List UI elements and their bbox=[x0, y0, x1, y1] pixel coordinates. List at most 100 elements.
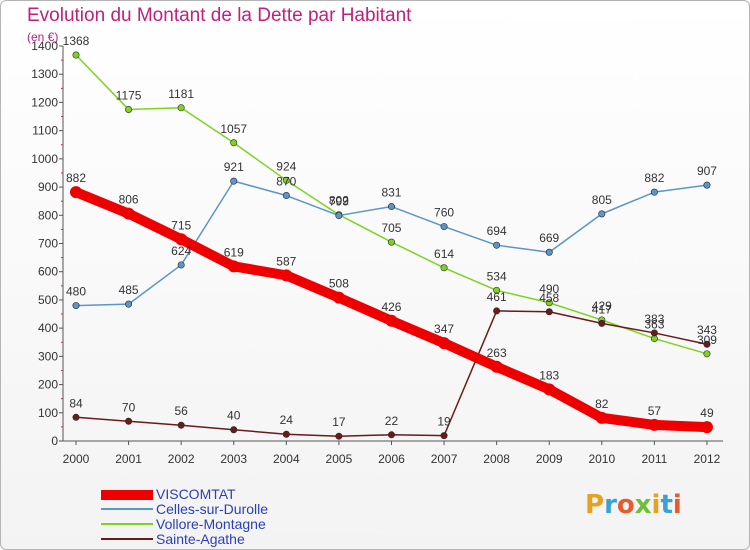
data-point bbox=[125, 417, 133, 425]
data-label: 56 bbox=[174, 404, 188, 418]
y-tick-label: 200 bbox=[38, 378, 58, 392]
data-point bbox=[230, 426, 238, 434]
data-label: 1057 bbox=[220, 122, 247, 136]
data-point bbox=[598, 319, 606, 327]
x-tick-label: 2000 bbox=[63, 452, 90, 466]
y-tick-label: 1300 bbox=[31, 67, 58, 81]
data-point bbox=[125, 105, 133, 113]
proxiti-logo: Proxiti bbox=[585, 490, 682, 520]
data-label: 614 bbox=[434, 247, 454, 261]
data-point bbox=[703, 350, 711, 358]
x-tick-label: 2004 bbox=[273, 452, 300, 466]
data-point bbox=[387, 431, 395, 439]
data-label: 669 bbox=[539, 231, 559, 245]
data-label: 429 bbox=[592, 299, 612, 313]
legend-swatch bbox=[101, 523, 153, 525]
data-point bbox=[70, 186, 82, 199]
data-point bbox=[125, 300, 133, 308]
data-point bbox=[703, 181, 711, 189]
y-tick-label: 900 bbox=[38, 180, 58, 194]
data-label: 806 bbox=[119, 193, 139, 207]
y-tick-label: 0 bbox=[51, 434, 58, 448]
x-tick-label: 2006 bbox=[378, 452, 405, 466]
y-tick-label: 100 bbox=[38, 406, 58, 420]
data-label: 22 bbox=[385, 414, 399, 428]
legend-label: Celles-sur-Durolle bbox=[156, 501, 269, 517]
data-label: 458 bbox=[539, 291, 559, 305]
data-point bbox=[282, 176, 290, 184]
legend-label: Vollore-Montagne bbox=[156, 516, 266, 532]
x-tick-label: 2003 bbox=[220, 452, 247, 466]
data-point bbox=[598, 210, 606, 218]
data-point bbox=[648, 418, 661, 431]
data-point bbox=[650, 188, 658, 196]
data-label: 799 bbox=[329, 195, 349, 209]
data-label: 24 bbox=[280, 413, 294, 427]
data-point bbox=[440, 264, 448, 272]
legend-label: VISCOMTAT bbox=[156, 486, 236, 502]
data-label: 508 bbox=[329, 277, 349, 291]
data-point bbox=[440, 432, 448, 440]
data-point bbox=[490, 360, 503, 373]
data-label: 82 bbox=[595, 397, 609, 411]
legend-label: Sainte-Agathe bbox=[156, 531, 245, 547]
data-point bbox=[335, 432, 343, 440]
x-tick-label: 2005 bbox=[326, 452, 353, 466]
data-point bbox=[72, 51, 80, 59]
data-point bbox=[545, 299, 553, 307]
data-point bbox=[385, 314, 398, 327]
x-tick-label: 2007 bbox=[431, 452, 458, 466]
data-point bbox=[175, 233, 188, 246]
data-label: 417 bbox=[592, 302, 612, 316]
data-label: 619 bbox=[224, 245, 244, 259]
data-point bbox=[332, 291, 345, 304]
data-point bbox=[650, 329, 658, 337]
y-tick-label: 1400 bbox=[31, 39, 58, 53]
data-label: 802 bbox=[329, 194, 349, 208]
data-point bbox=[282, 430, 290, 438]
data-point bbox=[387, 203, 395, 211]
data-point bbox=[703, 340, 711, 348]
y-unit-label: (en €) bbox=[27, 30, 59, 44]
data-label: 347 bbox=[434, 322, 454, 336]
data-point bbox=[493, 241, 501, 249]
y-tick-label: 1200 bbox=[31, 95, 58, 109]
legend-swatch bbox=[101, 508, 153, 510]
data-label: 882 bbox=[66, 171, 86, 185]
data-point bbox=[700, 421, 713, 434]
y-tick-label: 600 bbox=[38, 265, 58, 279]
data-label: 70 bbox=[122, 400, 136, 414]
data-label: 624 bbox=[171, 244, 191, 258]
data-label: 924 bbox=[276, 159, 296, 173]
data-point bbox=[230, 139, 238, 147]
data-point bbox=[438, 337, 451, 350]
data-label: 363 bbox=[644, 318, 664, 332]
data-point bbox=[595, 411, 608, 424]
data-label: 715 bbox=[171, 218, 191, 232]
x-tick-label: 2008 bbox=[483, 452, 510, 466]
data-label: 882 bbox=[644, 171, 664, 185]
x-tick-label: 2009 bbox=[536, 452, 563, 466]
data-label: 309 bbox=[697, 333, 717, 347]
data-label: 40 bbox=[227, 409, 241, 423]
y-tick-label: 700 bbox=[38, 237, 58, 251]
data-label: 383 bbox=[644, 312, 664, 326]
data-label: 17 bbox=[332, 415, 346, 429]
y-tick-label: 500 bbox=[38, 293, 58, 307]
data-label: 1368 bbox=[63, 34, 90, 48]
data-label: 57 bbox=[648, 404, 662, 418]
data-label: 907 bbox=[697, 164, 717, 178]
data-label: 490 bbox=[539, 282, 559, 296]
data-point bbox=[230, 177, 238, 185]
data-point bbox=[545, 248, 553, 256]
data-point bbox=[122, 207, 135, 220]
data-label: 831 bbox=[381, 186, 401, 200]
x-tick-label: 2001 bbox=[115, 452, 142, 466]
data-label: 760 bbox=[434, 206, 454, 220]
data-label: 480 bbox=[66, 285, 86, 299]
data-label: 534 bbox=[487, 269, 507, 283]
data-point bbox=[177, 421, 185, 429]
data-label: 1175 bbox=[116, 88, 142, 102]
